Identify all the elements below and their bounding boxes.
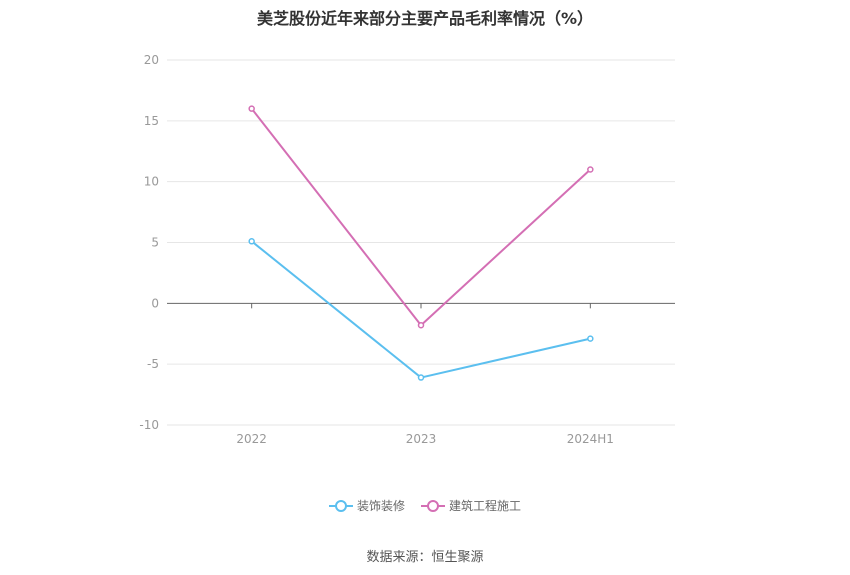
y-tick-label: -5	[147, 357, 159, 371]
y-tick-label: 15	[144, 114, 159, 128]
y-tick-label: 20	[144, 53, 159, 67]
x-tick-label: 2024H1	[567, 432, 614, 446]
legend-label-decoration: 装饰装修	[356, 499, 405, 513]
legend-dot-construction	[427, 499, 439, 512]
series-line	[251, 240, 591, 379]
x-tick-label: 2022	[236, 432, 267, 446]
data-point	[248, 238, 255, 245]
data-point	[417, 321, 425, 329]
series-line	[250, 108, 592, 327]
chart-title: 美芝股份近年来部分主要产品毛利率情况（%）	[256, 9, 594, 28]
data-point	[248, 105, 255, 112]
legend-label-construction: 建筑工程施工	[449, 499, 522, 513]
x-tick-label: 2023	[406, 432, 437, 446]
legend-item-decoration[interactable]: 装饰装修	[328, 497, 405, 514]
line-chart: 20 15 10 5 0 -5 -10 2022 2023 2024H1	[139, 53, 675, 446]
legend-dot-decoration	[334, 499, 347, 512]
legend-item-construction[interactable]: 建筑工程施工	[421, 497, 521, 514]
legend-marker-decoration	[328, 499, 353, 513]
y-tick-label: -10	[139, 418, 159, 432]
data-point	[587, 335, 594, 342]
data-point	[417, 374, 425, 381]
data-point	[587, 166, 594, 173]
chart-legend: 装饰装修 建筑工程施工	[0, 497, 850, 514]
y-tick-label: 5	[151, 236, 159, 250]
y-tick-label: 10	[144, 175, 159, 189]
y-tick-label: 0	[151, 296, 159, 310]
legend-marker-construction	[421, 499, 445, 513]
data-source: 数据来源：恒生聚源	[366, 550, 484, 565]
